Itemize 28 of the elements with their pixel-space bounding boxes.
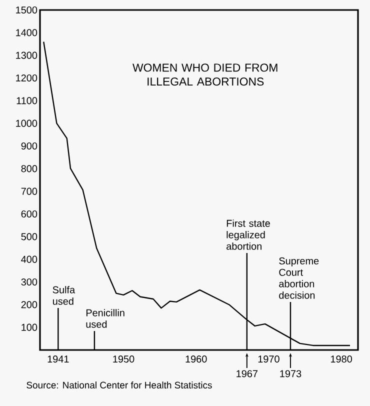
y-tick-label: 1500 — [16, 6, 38, 14]
y-tick-label: 700 — [21, 188, 38, 195]
annotation: 1973 — [280, 370, 302, 378]
x-tick-label: 1970 — [258, 356, 280, 363]
annotation: 1967 — [236, 370, 258, 378]
x-tick-label: 1980 — [330, 356, 352, 363]
y-tick-label: 500 — [21, 233, 38, 240]
x-tick-label: 1960 — [186, 356, 207, 363]
y-tick-label: 400 — [21, 256, 38, 263]
ref-line-label: Penicillin used — [86, 309, 124, 328]
text: WOMEN WHO DIED FROM ILLEGAL ABORTIONS — [132, 64, 278, 86]
y-tick-label: 1100 — [16, 97, 38, 104]
y-tick-label: 300 — [21, 278, 38, 286]
y-tick-label: 900 — [21, 142, 38, 150]
y-tick-label: 200 — [21, 301, 38, 308]
ref-line-label: Supreme Court abortion decision — [279, 257, 319, 299]
x-tick-label: 1950 — [113, 356, 134, 363]
x-tick-label: 1941 — [48, 356, 69, 363]
y-tick-label: 1000 — [16, 120, 38, 127]
ref-line-label: First state legalized abortion — [226, 220, 270, 250]
y-tick-label: 1400 — [16, 29, 38, 36]
y-tick-label: 600 — [21, 210, 38, 218]
y-tick-label: 800 — [21, 165, 38, 172]
y-tick-label: 1200 — [16, 74, 38, 82]
y-tick-label: 100 — [22, 324, 38, 331]
source-note: Source: National Center for Health Statistics — [26, 382, 212, 388]
ref-line-label: Sulfa used — [52, 286, 76, 305]
y-tick-label: 1300 — [16, 52, 38, 59]
